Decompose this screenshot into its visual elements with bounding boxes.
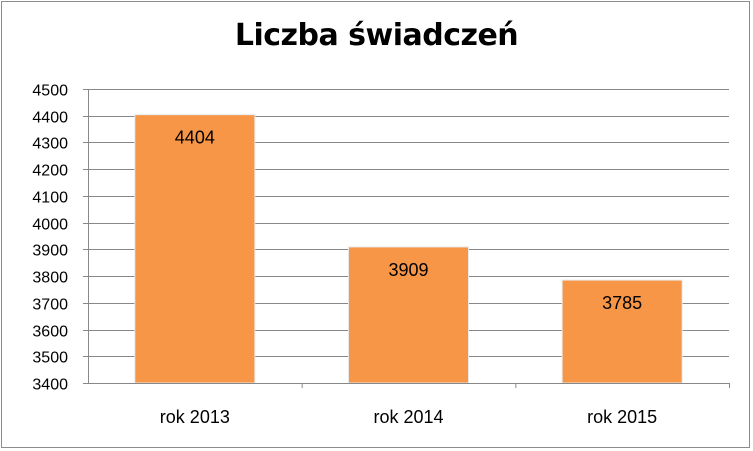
bar (134, 114, 256, 384)
y-tick-label: 4300 (32, 136, 68, 153)
bar (561, 279, 683, 384)
y-tick-label: 3800 (32, 270, 68, 287)
y-tick-label: 3500 (32, 350, 68, 367)
chart-title: Liczba świadczeń (234, 18, 519, 53)
y-tick-label: 4000 (32, 217, 68, 234)
bars: 4404 3909 3785 (134, 114, 683, 384)
x-tick-label: rok 2014 (373, 407, 443, 427)
y-tick-label: 3400 (32, 377, 68, 394)
y-tick-label: 4500 (32, 83, 68, 100)
data-label: 3785 (602, 293, 642, 313)
x-axis: rok 2013 rok 2014 rok 2015 (88, 383, 730, 427)
x-tick-label: rok 2015 (587, 407, 657, 427)
data-label: 4404 (175, 128, 215, 148)
y-axis: 3400 3500 3600 3700 3800 3900 4000 4100 4200 4300… (32, 83, 89, 394)
bar (348, 246, 469, 384)
x-tick-label: rok 2013 (160, 407, 230, 427)
y-tick-label: 3600 (32, 324, 68, 341)
y-tick-label: 4400 (32, 110, 68, 127)
y-tick-label: 3700 (32, 297, 68, 314)
y-tick-label: 4100 (32, 190, 68, 207)
y-tick-label: 4200 (32, 163, 68, 180)
y-tick-label: 3900 (32, 243, 68, 260)
data-label: 3909 (388, 260, 428, 280)
